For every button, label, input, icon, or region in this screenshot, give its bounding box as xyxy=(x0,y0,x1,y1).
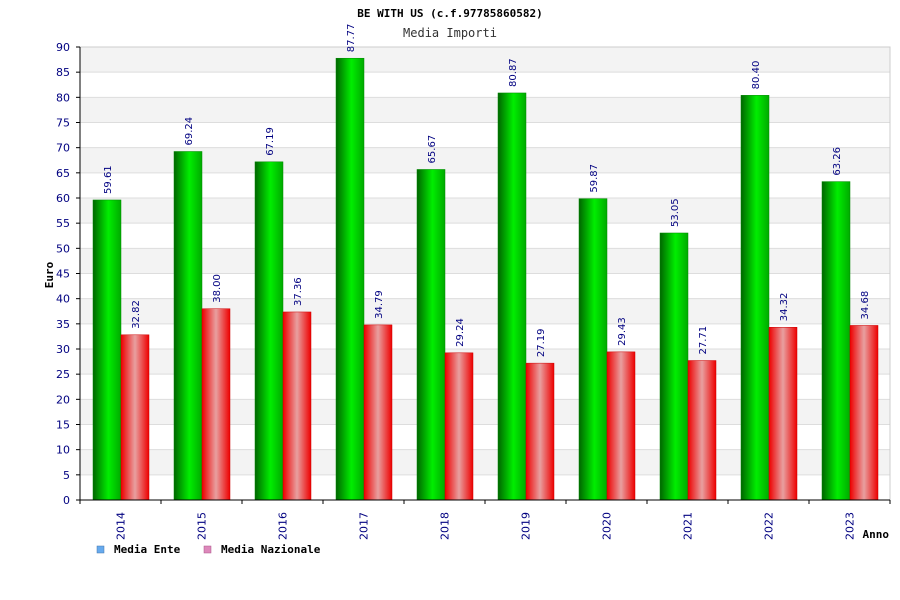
value-label-media-ente: 69.24 xyxy=(184,117,195,146)
y-tick-label: 0 xyxy=(63,494,70,507)
y-tick-label: 55 xyxy=(56,217,70,230)
bar-media-ente xyxy=(740,95,770,501)
value-label-media-nazionale: 34.68 xyxy=(860,291,871,320)
chart-subtitle: Media Importi xyxy=(403,26,497,40)
y-axis-ticks: 0 5 10 15 20 25 30 35 40 45 50 55 60 65 70 75 80 85 90 xyxy=(56,41,80,507)
bar-media-nazionale xyxy=(201,308,231,501)
bar-media-ente xyxy=(335,57,365,501)
bar-media-ente xyxy=(659,232,689,501)
value-label-media-ente: 65.67 xyxy=(427,135,438,164)
y-tick-label: 25 xyxy=(56,368,70,381)
value-label-media-ente: 80.40 xyxy=(751,61,762,90)
value-label-media-nazionale: 34.79 xyxy=(374,290,385,319)
value-label-media-ente: 80.87 xyxy=(508,58,519,87)
x-tick-label: 2016 xyxy=(277,512,290,540)
bar-media-nazionale xyxy=(282,311,312,501)
value-label-media-nazionale: 29.43 xyxy=(617,317,628,346)
x-tick-label: 2022 xyxy=(763,512,776,540)
bar-media-ente xyxy=(821,181,851,501)
bar-media-nazionale xyxy=(525,362,555,501)
value-label-media-nazionale: 27.19 xyxy=(536,329,547,358)
value-label-media-nazionale: 27.71 xyxy=(698,326,709,355)
value-label-media-nazionale: 38.00 xyxy=(212,274,223,303)
x-tick-label: 2015 xyxy=(196,512,209,540)
bar-media-ente xyxy=(416,169,446,501)
y-tick-label: 5 xyxy=(63,469,70,482)
y-tick-label: 15 xyxy=(56,419,70,432)
x-tick-label: 2017 xyxy=(358,512,371,540)
y-tick-label: 65 xyxy=(56,167,70,180)
x-tick-label: 2018 xyxy=(439,512,452,540)
x-tick-label: 2020 xyxy=(601,512,614,540)
y-tick-label: 75 xyxy=(56,117,70,130)
y-tick-label: 30 xyxy=(56,343,70,356)
value-label-media-nazionale: 29.24 xyxy=(455,318,466,347)
x-tick-label: 2019 xyxy=(520,512,533,540)
y-tick-label: 60 xyxy=(56,192,70,205)
chart-title: BE WITH US (c.f.97785860582) xyxy=(357,7,542,20)
bar-media-nazionale xyxy=(444,352,474,501)
x-axis-label: Anno xyxy=(863,528,890,541)
legend-label-media-nazionale: Media Nazionale xyxy=(221,543,321,556)
x-tick-label: 2021 xyxy=(682,512,695,540)
bar-media-nazionale xyxy=(768,327,798,501)
legend-swatch-media-ente xyxy=(96,545,105,554)
bars xyxy=(92,57,879,501)
x-tick-label: 2014 xyxy=(115,512,128,540)
y-tick-label: 10 xyxy=(56,444,70,457)
y-tick-label: 90 xyxy=(56,41,70,54)
y-tick-label: 45 xyxy=(56,268,70,281)
x-axis-ticks: 2014 2015 2016 2017 2018 2019 2020 2021 2022 2023 xyxy=(79,500,891,540)
y-tick-label: 50 xyxy=(56,242,70,255)
y-tick-label: 80 xyxy=(56,91,70,104)
y-tick-label: 85 xyxy=(56,66,70,79)
value-label-media-ente: 67.19 xyxy=(265,127,276,156)
bar-media-ente xyxy=(173,151,203,501)
legend-label-media-ente: Media Ente xyxy=(114,543,181,556)
bar-media-ente xyxy=(578,198,608,501)
value-label-media-nazionale: 34.32 xyxy=(779,293,790,322)
bar-media-nazionale xyxy=(120,334,150,501)
value-label-media-ente: 63.26 xyxy=(832,147,843,176)
bar-media-nazionale xyxy=(606,351,636,501)
value-label-media-nazionale: 32.82 xyxy=(131,300,142,329)
value-label-media-ente: 53.05 xyxy=(670,198,681,227)
value-label-media-nazionale: 37.36 xyxy=(293,277,304,306)
y-tick-label: 35 xyxy=(56,318,70,331)
bar-media-nazionale xyxy=(849,325,879,501)
legend: Media Ente Media Nazionale xyxy=(96,543,321,556)
value-label-media-ente: 87.77 xyxy=(346,24,357,53)
value-label-media-ente: 59.87 xyxy=(589,164,600,193)
y-tick-label: 70 xyxy=(56,142,70,155)
x-tick-label: 2023 xyxy=(844,512,857,540)
y-axis-label: Euro xyxy=(43,261,56,288)
value-label-media-ente: 59.61 xyxy=(103,165,114,194)
bar-media-ente xyxy=(254,161,284,501)
bar-media-nazionale xyxy=(687,360,717,501)
bar-media-nazionale xyxy=(363,324,393,501)
bar-media-ente xyxy=(92,199,122,501)
bar-media-ente xyxy=(497,92,527,501)
value-labels: 59.61 32.82 69.24 38.00 67.19 37.36 87.77 34.79… xyxy=(103,24,871,358)
legend-swatch-media-nazionale xyxy=(203,545,212,554)
y-tick-label: 40 xyxy=(56,293,70,306)
grid-band xyxy=(80,47,890,73)
y-tick-label: 20 xyxy=(56,393,70,406)
